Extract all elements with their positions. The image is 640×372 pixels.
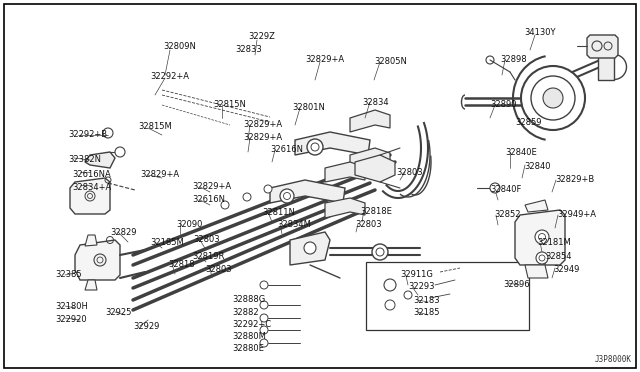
Text: 32882: 32882 bbox=[232, 308, 259, 317]
Circle shape bbox=[115, 147, 125, 157]
Text: 32829+A: 32829+A bbox=[305, 55, 344, 64]
Text: 32829+A: 32829+A bbox=[243, 133, 282, 142]
Text: 32809N: 32809N bbox=[163, 42, 196, 51]
Text: 32292+A: 32292+A bbox=[150, 72, 189, 81]
Text: J3P8000K: J3P8000K bbox=[595, 355, 632, 364]
Text: 32815N: 32815N bbox=[213, 100, 246, 109]
Text: 34130Y: 34130Y bbox=[524, 28, 556, 37]
Polygon shape bbox=[515, 210, 565, 265]
Text: 32803: 32803 bbox=[396, 168, 422, 177]
Text: 32840: 32840 bbox=[524, 162, 550, 171]
Text: 32185: 32185 bbox=[413, 308, 440, 317]
Circle shape bbox=[304, 242, 316, 254]
Circle shape bbox=[536, 252, 548, 264]
Circle shape bbox=[221, 201, 229, 209]
Text: 32834: 32834 bbox=[362, 98, 388, 107]
Circle shape bbox=[490, 183, 500, 193]
Text: 32803: 32803 bbox=[355, 220, 381, 229]
Text: 32898: 32898 bbox=[500, 55, 527, 64]
Text: 32819R: 32819R bbox=[192, 252, 225, 261]
Polygon shape bbox=[270, 180, 345, 203]
Polygon shape bbox=[85, 235, 97, 246]
Text: 32293: 32293 bbox=[408, 282, 435, 291]
Text: 32181M: 32181M bbox=[537, 238, 571, 247]
Text: 32854: 32854 bbox=[545, 252, 572, 261]
Text: 32834M: 32834M bbox=[277, 220, 311, 229]
Text: 32185M: 32185M bbox=[150, 238, 184, 247]
Text: 32385: 32385 bbox=[55, 270, 82, 279]
Polygon shape bbox=[290, 232, 330, 265]
Text: 32888G: 32888G bbox=[232, 295, 265, 304]
Text: 32949+A: 32949+A bbox=[557, 210, 596, 219]
Text: 32803: 32803 bbox=[193, 235, 220, 244]
Text: 32840F: 32840F bbox=[490, 185, 522, 194]
Polygon shape bbox=[350, 148, 390, 168]
Text: 322920: 322920 bbox=[55, 315, 86, 324]
Text: 32911G: 32911G bbox=[400, 270, 433, 279]
Text: 32859: 32859 bbox=[515, 118, 541, 127]
Polygon shape bbox=[355, 155, 395, 182]
Text: 32829+A: 32829+A bbox=[243, 120, 282, 129]
Text: 32890: 32890 bbox=[490, 100, 516, 109]
Polygon shape bbox=[525, 200, 548, 212]
Text: 32929: 32929 bbox=[133, 322, 159, 331]
Text: 32180H: 32180H bbox=[55, 302, 88, 311]
Text: 32811N: 32811N bbox=[262, 208, 295, 217]
Circle shape bbox=[535, 230, 549, 244]
Text: 32880M: 32880M bbox=[232, 332, 266, 341]
Circle shape bbox=[307, 139, 323, 155]
Text: 32949: 32949 bbox=[553, 265, 579, 274]
Bar bbox=[598, 55, 614, 80]
Polygon shape bbox=[70, 178, 110, 214]
Text: 32896: 32896 bbox=[503, 280, 530, 289]
Text: 32292+B: 32292+B bbox=[68, 130, 107, 139]
Text: 32818E: 32818E bbox=[360, 207, 392, 216]
Polygon shape bbox=[587, 35, 618, 58]
Polygon shape bbox=[85, 280, 97, 290]
Text: 32805N: 32805N bbox=[374, 57, 407, 66]
Polygon shape bbox=[350, 110, 390, 132]
Text: 32925: 32925 bbox=[105, 308, 131, 317]
Polygon shape bbox=[295, 132, 370, 155]
Polygon shape bbox=[85, 152, 115, 168]
Polygon shape bbox=[325, 162, 365, 182]
Circle shape bbox=[243, 193, 251, 201]
Text: 32880E: 32880E bbox=[232, 344, 264, 353]
Text: 32829+B: 32829+B bbox=[555, 175, 595, 184]
Circle shape bbox=[372, 244, 388, 260]
Bar bbox=[366, 262, 529, 330]
Text: 32616N: 32616N bbox=[270, 145, 303, 154]
Text: 32616NA: 32616NA bbox=[72, 170, 111, 179]
Text: 32382N: 32382N bbox=[68, 155, 101, 164]
Polygon shape bbox=[325, 198, 365, 218]
Circle shape bbox=[521, 66, 585, 130]
Text: 32840E: 32840E bbox=[505, 148, 537, 157]
Text: 32852: 32852 bbox=[494, 210, 520, 219]
Text: 32829+A: 32829+A bbox=[140, 170, 179, 179]
Circle shape bbox=[280, 189, 294, 203]
Polygon shape bbox=[75, 240, 120, 280]
Text: 32292+C: 32292+C bbox=[232, 320, 271, 329]
Circle shape bbox=[264, 185, 272, 193]
Text: 32833: 32833 bbox=[235, 45, 262, 54]
Circle shape bbox=[543, 88, 563, 108]
Text: 32183: 32183 bbox=[413, 296, 440, 305]
Text: 32829+A: 32829+A bbox=[192, 182, 231, 191]
Text: 32818: 32818 bbox=[168, 260, 195, 269]
Text: 32815M: 32815M bbox=[138, 122, 172, 131]
Text: 32616N: 32616N bbox=[192, 195, 225, 204]
Text: 32829: 32829 bbox=[110, 228, 136, 237]
Text: 32834+A: 32834+A bbox=[72, 183, 111, 192]
Text: 32801N: 32801N bbox=[292, 103, 325, 112]
Text: 32090: 32090 bbox=[176, 220, 202, 229]
Text: 32803: 32803 bbox=[205, 265, 232, 274]
Text: 3229Z: 3229Z bbox=[248, 32, 275, 41]
Polygon shape bbox=[525, 265, 548, 278]
